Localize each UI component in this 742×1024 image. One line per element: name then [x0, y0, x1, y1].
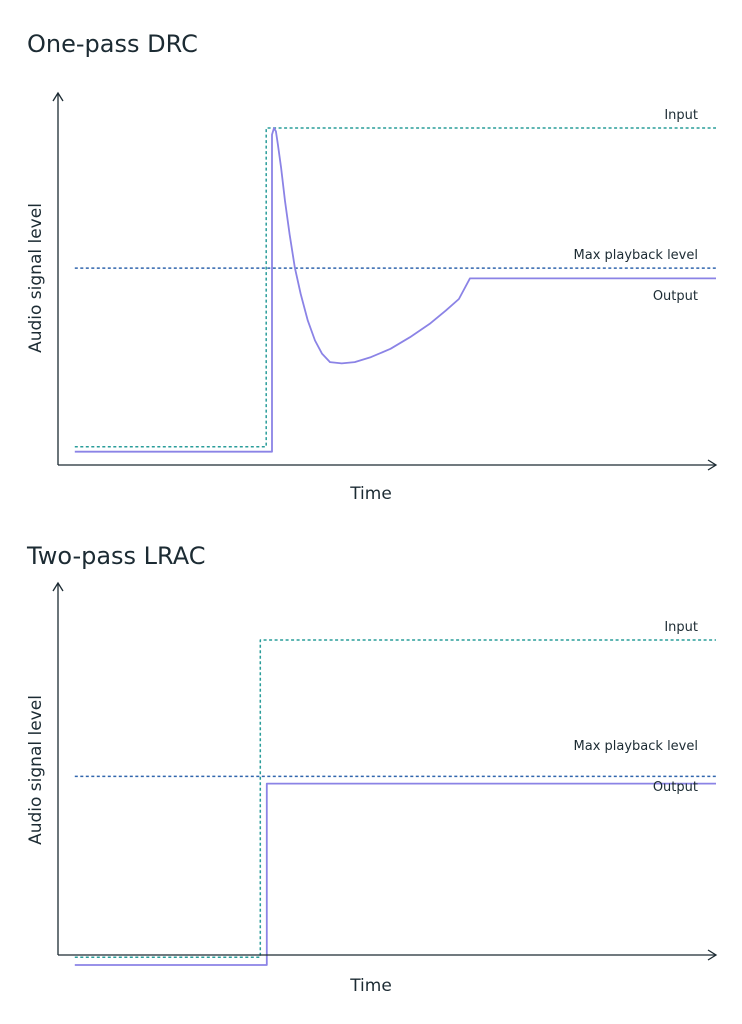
chart-panel-two-pass: Two-pass LRAC Time Audio signal level In… — [0, 512, 742, 1024]
chart-svg: Time Audio signal level Input Max playba… — [26, 91, 718, 504]
y-axis-arrow — [52, 91, 64, 102]
series-label-output: Output — [653, 289, 698, 304]
series-line-output — [74, 782, 716, 966]
chart-svg: Time Audio signal level Input Max playba… — [26, 581, 718, 996]
chart-title: Two-pass LRAC — [27, 542, 206, 570]
chart-marks — [74, 127, 716, 453]
y-axis-arrow — [52, 581, 64, 592]
series-line-input — [74, 639, 716, 958]
x-axis-arrow — [707, 949, 718, 961]
chart-marks — [74, 639, 716, 966]
series-label-input: Input — [664, 108, 698, 123]
series-line-input — [74, 127, 716, 448]
chart-axes — [52, 581, 718, 961]
x-axis-arrow — [707, 459, 718, 471]
y-axis-label: Audio signal level — [26, 695, 46, 845]
x-axis-label: Time — [349, 484, 392, 504]
series-label-input: Input — [664, 620, 698, 635]
series-label-max-playback-level: Max playback level — [574, 739, 698, 754]
chart-panel-one-pass: One-pass DRC Time Audio signal level Inp… — [26, 30, 718, 504]
y-axis-label: Audio signal level — [26, 203, 46, 353]
series-label-output: Output — [653, 780, 698, 795]
x-axis-label: Time — [349, 976, 392, 996]
series-line-output — [74, 127, 716, 453]
chart-title: One-pass DRC — [27, 30, 198, 58]
series-label-max-playback-level: Max playback level — [574, 248, 698, 263]
chart-axes — [52, 91, 718, 471]
